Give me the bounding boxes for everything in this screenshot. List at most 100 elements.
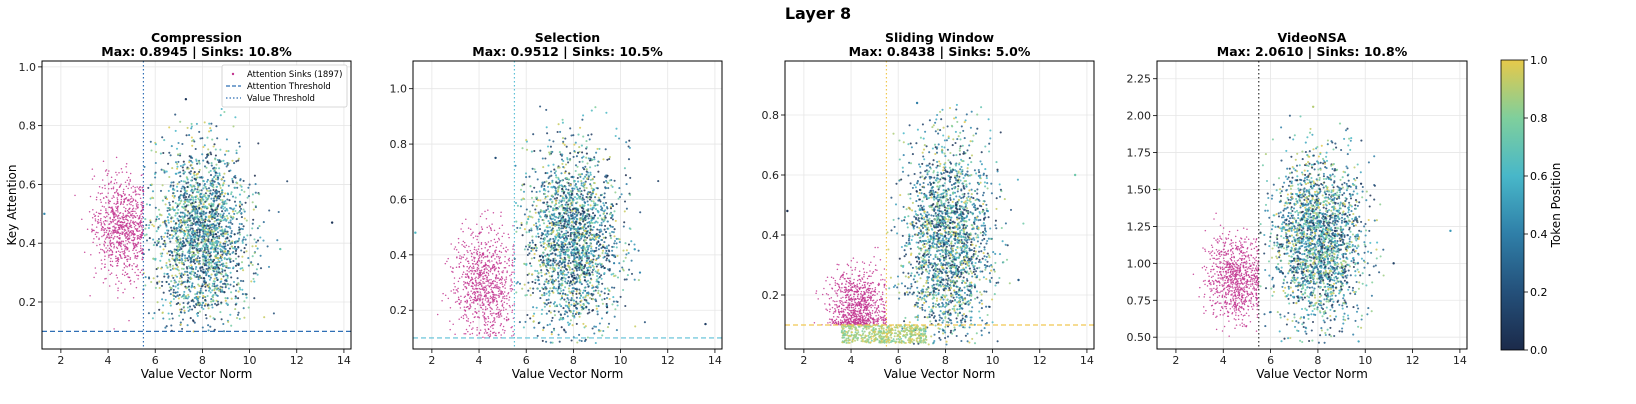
attention-sink-point bbox=[466, 265, 468, 268]
attention-sink-point bbox=[94, 220, 97, 222]
token-point bbox=[555, 208, 558, 211]
attention-sink-point bbox=[484, 330, 487, 332]
token-point bbox=[203, 235, 206, 238]
attention-sink-point bbox=[493, 238, 496, 241]
attention-sink-point bbox=[129, 201, 132, 203]
attention-sink-point bbox=[477, 277, 479, 279]
token-point bbox=[255, 268, 258, 271]
token-point bbox=[190, 224, 194, 227]
token-point bbox=[229, 313, 232, 316]
attention-sink-point bbox=[478, 255, 480, 257]
token-point bbox=[211, 179, 214, 182]
attention-sink-point bbox=[134, 237, 136, 239]
token-point bbox=[532, 306, 535, 309]
token-point bbox=[544, 189, 547, 192]
attention-sink-point bbox=[505, 246, 507, 248]
token-point bbox=[221, 228, 224, 231]
attention-sink-point bbox=[500, 215, 502, 217]
attention-sink-point bbox=[96, 244, 98, 247]
attention-sink-point bbox=[489, 284, 491, 287]
attention-sink-point bbox=[108, 206, 110, 209]
attention-sink-point bbox=[466, 306, 469, 308]
attention-sink-point bbox=[110, 180, 112, 183]
token-point bbox=[587, 279, 590, 282]
attention-sink-point bbox=[112, 229, 114, 231]
token-point bbox=[210, 197, 213, 200]
token-point bbox=[596, 147, 599, 150]
attention-sink-point bbox=[487, 301, 490, 303]
token-point bbox=[205, 166, 208, 169]
token-point bbox=[234, 308, 237, 311]
attention-sink-point bbox=[123, 266, 126, 269]
attention-sink-point bbox=[136, 274, 138, 276]
token-point bbox=[225, 265, 228, 268]
token-point bbox=[201, 296, 204, 300]
attention-sink-point bbox=[494, 296, 496, 299]
attention-sink-point bbox=[499, 262, 502, 265]
attention-sink-point bbox=[133, 223, 136, 226]
token-point bbox=[220, 290, 223, 293]
token-point bbox=[607, 322, 611, 325]
attention-sink-point bbox=[134, 245, 136, 247]
token-point bbox=[198, 168, 201, 171]
attention-sink-point bbox=[453, 292, 455, 294]
attention-sink-point bbox=[462, 265, 465, 267]
token-point bbox=[172, 297, 175, 301]
attention-sink-point bbox=[136, 228, 139, 230]
attention-sink-point bbox=[104, 216, 107, 219]
attention-sink-point bbox=[122, 212, 124, 215]
token-point bbox=[226, 236, 229, 239]
token-point bbox=[247, 257, 250, 260]
attention-sink-point bbox=[487, 249, 489, 251]
token-point bbox=[176, 189, 179, 193]
attention-sink-point bbox=[129, 283, 132, 285]
token-point bbox=[176, 291, 179, 294]
token-point bbox=[190, 230, 193, 233]
attention-sink-point bbox=[472, 262, 474, 265]
attention-sink-point bbox=[504, 256, 506, 258]
token-point bbox=[206, 294, 209, 298]
attention-sink-point bbox=[126, 179, 129, 181]
token-point bbox=[557, 286, 560, 290]
token-point bbox=[216, 261, 219, 264]
token-point bbox=[178, 303, 181, 306]
token-point bbox=[181, 259, 184, 262]
token-point bbox=[567, 188, 570, 191]
token-point bbox=[178, 215, 181, 218]
attention-sink-point bbox=[503, 318, 506, 320]
attention-sink-point bbox=[124, 210, 127, 212]
attention-sink-point bbox=[108, 256, 110, 258]
token-point bbox=[598, 272, 601, 275]
attention-sink-point bbox=[129, 223, 131, 225]
token-point bbox=[222, 275, 225, 278]
token-point bbox=[177, 297, 180, 300]
token-point bbox=[181, 254, 184, 258]
token-point bbox=[165, 170, 168, 173]
token-point bbox=[149, 140, 152, 143]
attention-sink-point bbox=[493, 294, 495, 297]
attention-sink-point bbox=[482, 282, 484, 285]
attention-sink-point bbox=[473, 272, 475, 274]
token-point bbox=[157, 266, 160, 269]
token-point bbox=[255, 241, 258, 244]
attention-sink-point bbox=[110, 272, 113, 274]
token-point bbox=[540, 244, 543, 247]
token-point bbox=[182, 172, 185, 175]
attention-sink-point bbox=[94, 267, 97, 269]
token-point bbox=[164, 222, 167, 225]
token-point bbox=[531, 167, 534, 170]
token-point bbox=[177, 287, 180, 290]
attention-sink-point bbox=[133, 233, 135, 236]
attention-sink-point bbox=[489, 313, 492, 315]
token-point bbox=[560, 305, 563, 308]
attention-sink-point bbox=[124, 233, 126, 235]
attention-sink-point bbox=[507, 318, 510, 320]
token-point bbox=[161, 298, 164, 301]
token-point bbox=[589, 157, 592, 160]
token-point bbox=[528, 272, 531, 275]
token-point bbox=[224, 297, 227, 300]
token-point bbox=[545, 303, 548, 306]
token-point bbox=[194, 275, 197, 278]
token-point bbox=[539, 297, 542, 300]
token-point bbox=[195, 191, 198, 194]
